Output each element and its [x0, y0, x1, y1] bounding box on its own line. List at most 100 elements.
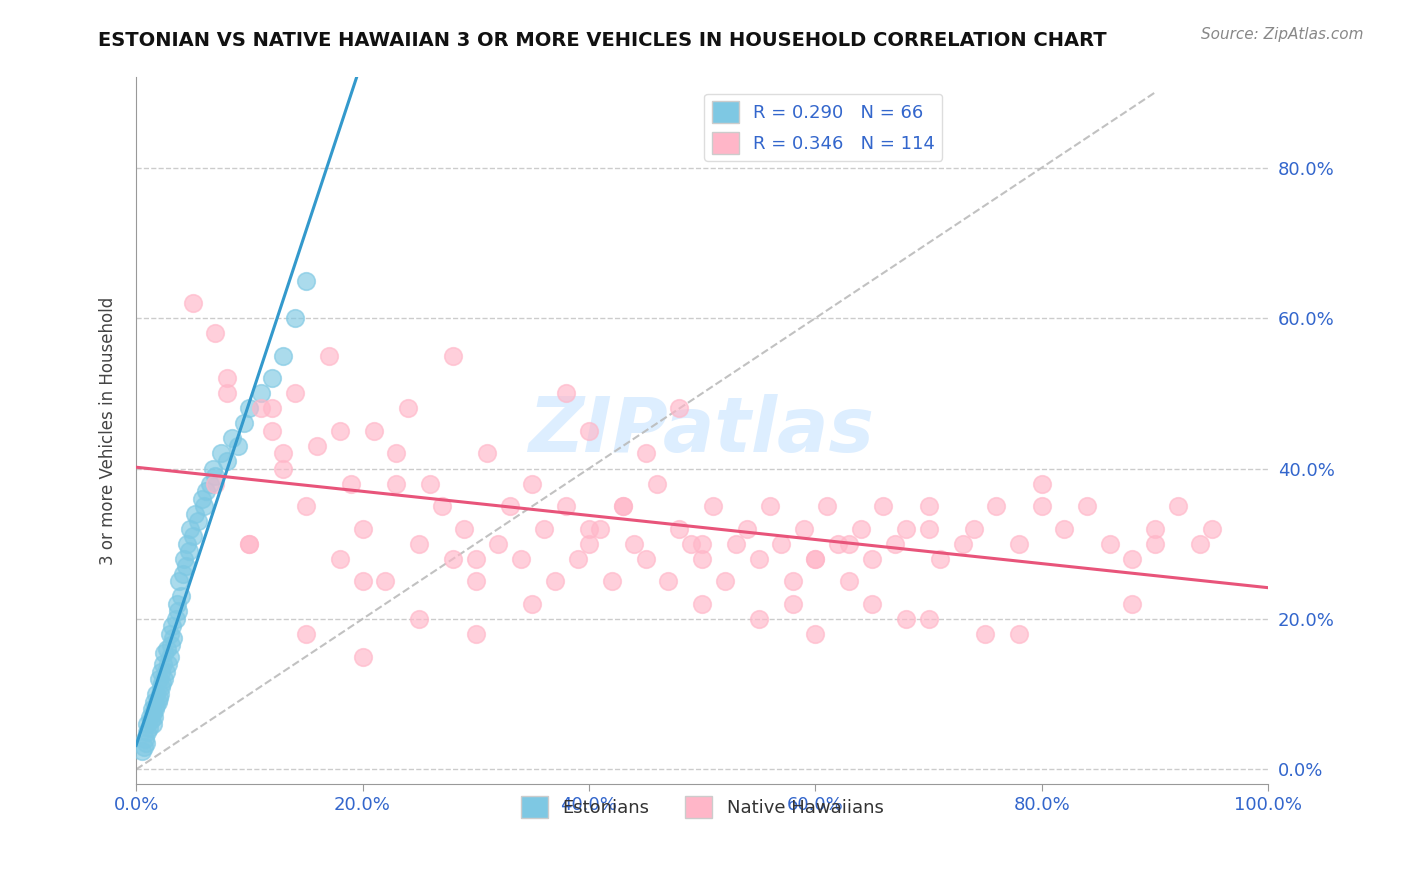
Point: [1201, 522, 1223, 536]
Point: [374, 574, 396, 589]
Point: [860, 551, 883, 566]
Point: [204, 326, 226, 340]
Point: [963, 522, 986, 536]
Point: [928, 551, 950, 566]
Point: [215, 454, 238, 468]
Point: [307, 439, 329, 453]
Point: [221, 432, 243, 446]
Point: [917, 499, 939, 513]
Point: [215, 386, 238, 401]
Point: [917, 612, 939, 626]
Point: [917, 522, 939, 536]
Point: [464, 627, 486, 641]
Point: [1008, 537, 1031, 551]
Point: [737, 522, 759, 536]
Point: [408, 612, 430, 626]
Point: [782, 597, 804, 611]
Point: [260, 424, 283, 438]
Point: [148, 690, 170, 705]
Point: [195, 484, 218, 499]
Point: [138, 721, 160, 735]
Point: [838, 574, 860, 589]
Point: [318, 349, 340, 363]
Point: [645, 476, 668, 491]
Point: [232, 417, 254, 431]
Point: [142, 717, 165, 731]
Point: [153, 646, 176, 660]
Point: [396, 401, 419, 416]
Point: [193, 499, 215, 513]
Point: [352, 522, 374, 536]
Point: [363, 424, 385, 438]
Point: [202, 461, 225, 475]
Point: [713, 574, 735, 589]
Point: [295, 627, 318, 641]
Point: [1031, 476, 1053, 491]
Point: [894, 612, 917, 626]
Point: [204, 476, 226, 491]
Point: [295, 499, 318, 513]
Point: [849, 522, 872, 536]
Point: [187, 514, 209, 528]
Point: [974, 627, 997, 641]
Point: [184, 507, 207, 521]
Point: [150, 680, 173, 694]
Point: [690, 551, 713, 566]
Point: [156, 657, 179, 671]
Point: [612, 499, 634, 513]
Point: [145, 687, 167, 701]
Point: [770, 537, 793, 551]
Point: [419, 476, 441, 491]
Point: [1143, 537, 1166, 551]
Point: [544, 574, 567, 589]
Point: [329, 424, 352, 438]
Point: [1167, 499, 1189, 513]
Point: [952, 537, 974, 551]
Point: [238, 537, 260, 551]
Point: [510, 551, 533, 566]
Point: [894, 522, 917, 536]
Point: [150, 665, 173, 679]
Point: [215, 371, 238, 385]
Point: [1008, 627, 1031, 641]
Point: [668, 522, 690, 536]
Point: [634, 446, 657, 460]
Point: [176, 537, 198, 551]
Point: [1121, 597, 1143, 611]
Point: [260, 371, 283, 385]
Point: [589, 522, 612, 536]
Point: [340, 476, 363, 491]
Point: [143, 702, 166, 716]
Point: [181, 296, 204, 310]
Point: [578, 424, 600, 438]
Point: [159, 649, 181, 664]
Point: [1076, 499, 1098, 513]
Point: [198, 476, 221, 491]
Point: [271, 349, 294, 363]
Point: [143, 710, 166, 724]
Point: [748, 612, 770, 626]
Point: [725, 537, 748, 551]
Point: [578, 537, 600, 551]
Point: [162, 619, 184, 633]
Point: [145, 698, 167, 713]
Point: [385, 476, 408, 491]
Point: [860, 597, 883, 611]
Point: [138, 710, 160, 724]
Point: [226, 439, 249, 453]
Point: [815, 499, 838, 513]
Point: [804, 551, 827, 566]
Point: [748, 551, 770, 566]
Point: [1143, 522, 1166, 536]
Point: [453, 522, 475, 536]
Point: [690, 537, 713, 551]
Point: [612, 499, 634, 513]
Point: [578, 522, 600, 536]
Point: [499, 499, 522, 513]
Point: [167, 604, 190, 618]
Legend: Estonians, Native Hawaiians: Estonians, Native Hawaiians: [513, 789, 891, 825]
Point: [1098, 537, 1121, 551]
Point: [238, 401, 260, 416]
Point: [1121, 551, 1143, 566]
Point: [284, 311, 307, 326]
